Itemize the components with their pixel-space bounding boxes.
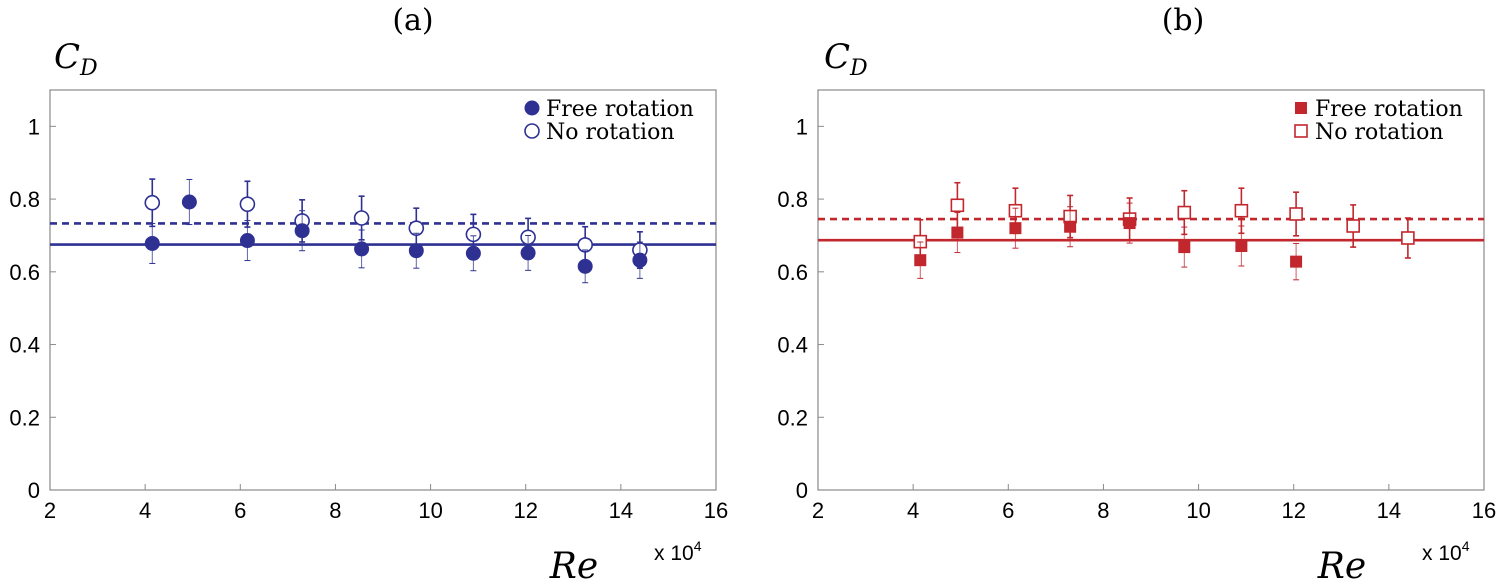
y-tick-label: 0.4 [777,333,808,358]
legend-symbol-free-rotation [524,100,540,116]
y-axis-label-main: C [824,37,850,77]
data-point-free-rotation [408,243,424,259]
y-tick-label: 0.2 [777,405,808,430]
multiplier-base: x 10 [654,542,694,565]
panel-label: (b) [1162,3,1205,38]
y-tick-label: 0 [796,478,808,503]
data-point-free-rotation [294,223,310,239]
panel-b: (b) CD Re x 104 2 4 6 8 10 12 14 1600.20.40.60.… [777,3,1496,582]
x-tick-label: 12 [1281,498,1305,523]
data-point-free-rotation [239,233,255,249]
y-tick-label: 0 [28,478,40,503]
x-tick-label: 16 [1472,498,1496,523]
data-point-free-rotation [354,241,370,257]
legend: Free rotation No rotation [1294,97,1463,145]
multiplier-exponent: 4 [1462,538,1470,554]
x-tick-label: 10 [1186,498,1210,523]
y-tick-label: 0.2 [9,405,40,430]
y-axis-label-sub: D [849,56,868,81]
legend: Free rotation No rotation [524,97,694,145]
legend-label-no-rotation: No rotation [546,120,675,145]
legend-marker-free-rotation [524,100,540,116]
data-point-no-rotation [239,196,256,212]
x-tick-label: 2 [44,498,56,523]
data-point-free-rotation [632,252,648,268]
y-tick-label: 1 [28,114,40,139]
y-tick-label: 0.4 [9,333,40,358]
legend-label-free-rotation: Free rotation [1315,97,1463,122]
data-point-free-rotation [465,245,481,261]
x-axis-multiplier: x 104 [1422,538,1470,565]
data-point-free-rotation [1178,241,1191,254]
data-point-free-rotation [1235,240,1248,252]
legend-marker-no-rotation [1294,124,1308,138]
multiplier-exponent: 4 [694,538,702,554]
y-axis-label-sub: D [79,56,98,81]
legend-marker-no-rotation [524,123,540,139]
data-point-free-rotation [1290,255,1303,268]
panel-label: (a) [392,3,433,38]
x-tick-label: 4 [907,498,919,523]
data-point-free-rotation [181,194,197,210]
multiplier-base: x 10 [1422,542,1462,565]
x-tick-label: 14 [609,498,633,523]
legend-label-no-rotation: No rotation [1315,120,1444,145]
x-tick-label: 14 [1377,498,1401,523]
x-tick-label: 16 [704,498,728,523]
y-axis-label-main: C [54,37,80,77]
series-free-rotation [144,178,648,284]
y-tick-label: 0.6 [777,260,808,285]
y-tick-label: 0.6 [9,260,40,285]
x-tick-label: 12 [513,498,537,523]
y-axis-label: CD [54,37,98,81]
legend-symbol-no-rotation [524,123,540,139]
x-tick-label: 10 [418,498,442,523]
data-point-free-rotation [1009,222,1022,235]
series-no-rotation [913,181,1415,265]
data-point-no-rotation [1346,219,1360,233]
legend-symbol-free-rotation [1295,102,1307,114]
legend-entry-free-rotation: Free rotation [1295,97,1463,122]
plot-frame [49,89,717,491]
x-tick-label: 8 [329,498,341,523]
y-tick-label: 1 [796,114,808,139]
data-point-no-rotation [950,198,965,213]
data-point-free-rotation [520,245,536,261]
x-tick-label: 2 [812,498,824,523]
x-axis-label: Re [549,546,598,582]
data-point-free-rotation [1064,220,1077,233]
y-tick-label: 0.8 [777,187,808,212]
data-point-free-rotation [1123,217,1136,230]
x-tick-label: 4 [139,498,151,523]
legend-label-free-rotation: Free rotation [546,97,694,122]
data-point-no-rotation [1234,203,1249,218]
data-point-no-rotation [353,210,370,226]
x-axis-label: Re [1317,546,1366,582]
legend-entry-no-rotation: No rotation [524,120,675,145]
data-point-no-rotation [144,194,161,211]
x-tick-label: 6 [1002,498,1014,523]
y-axis-label: CD [824,37,868,81]
plot-area: 2 4 6 8 10 12 14 16 0 0.2 0.4 0.6 0.8 1 [9,114,728,523]
legend-symbol-no-rotation [1294,124,1308,138]
legend-entry-no-rotation: No rotation [1294,120,1444,145]
y-tick-label: 0.8 [9,187,40,212]
data-point-free-rotation [914,254,927,267]
data-point-free-rotation [951,226,964,239]
x-tick-label: 6 [234,498,246,523]
data-point-no-rotation [1289,207,1303,221]
x-tick-label: 8 [1097,498,1109,523]
legend-marker-free-rotation [1295,102,1307,114]
plot-area: 2 4 6 8 10 12 14 16 0 0.2 0.4 0.6 0.8 1 [777,114,1496,523]
series-free-rotation [914,202,1303,281]
legend-entry-free-rotation: Free rotation [524,97,694,122]
data-point-no-rotation [1401,231,1415,245]
x-axis-multiplier: x 104 [654,538,702,565]
plot-frame [817,89,1485,491]
panel-a: (a) CD Re x 104 2 4 6 8 10 12 14 1600.20.40.60.… [9,3,728,582]
data-point-free-rotation [144,235,160,251]
data-point-no-rotation [1177,205,1192,220]
data-point-free-rotation [577,258,593,274]
